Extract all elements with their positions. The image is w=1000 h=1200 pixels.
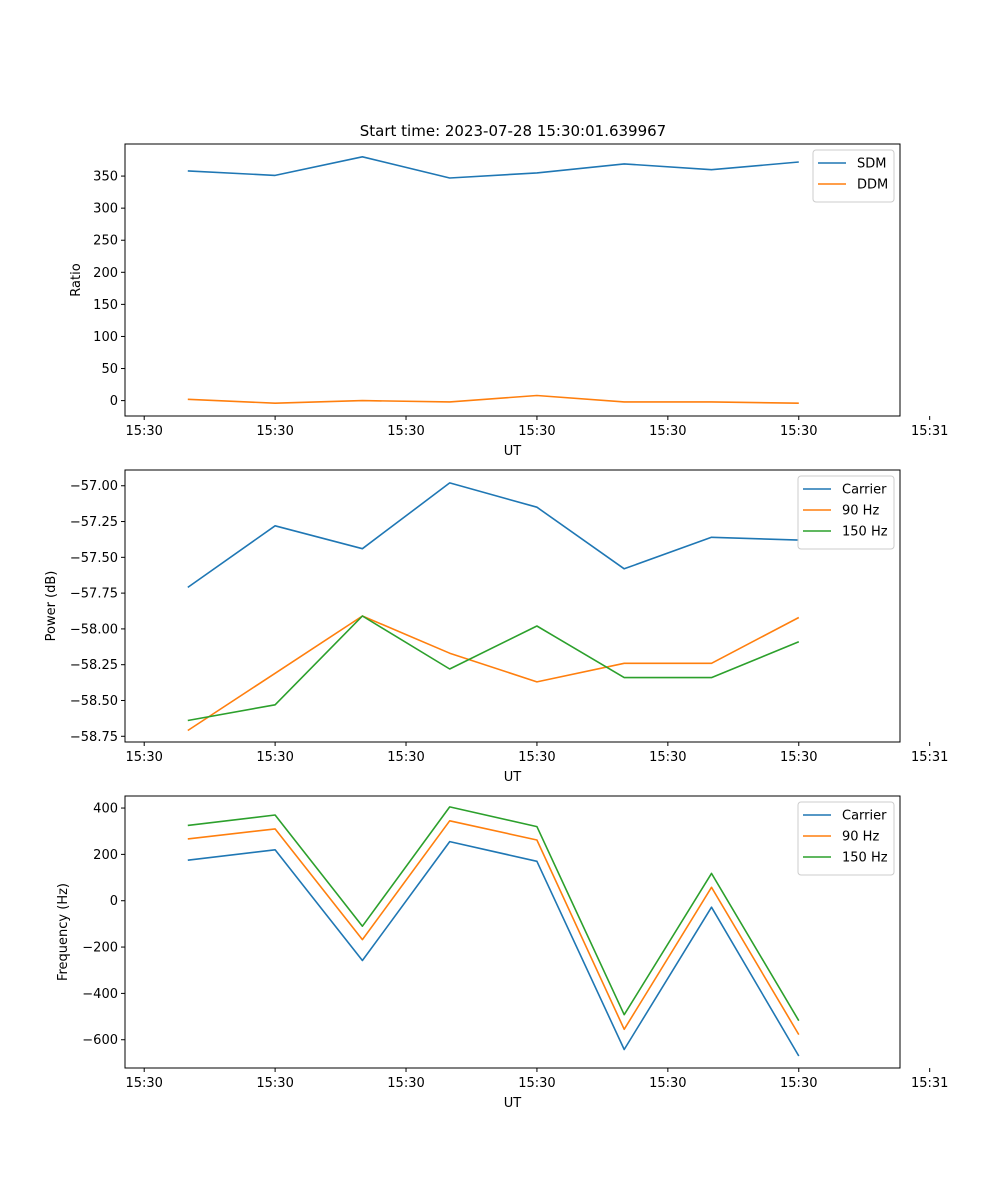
x-tick-label: 15:30 <box>256 1076 293 1091</box>
x-tick-label: 15:30 <box>125 750 162 765</box>
chart-panel-1: 15:30 15:30 15:30 15:30 15:30 15:30 15:31 0 50 10… <box>69 143 948 459</box>
legend-label: 150 Hz <box>842 851 888 866</box>
y-tick-label: −200 <box>82 941 118 956</box>
x-tick-label: 15:30 <box>518 424 555 439</box>
y-tick-label: −57.75 <box>70 587 118 602</box>
x-tick-label: 15:30 <box>780 1076 817 1091</box>
y-tick-label: −57.25 <box>70 515 118 530</box>
y-axis-label: Ratio <box>69 263 84 296</box>
y-tick-label: −400 <box>82 987 118 1002</box>
x-tick-label: 15:30 <box>125 1076 162 1091</box>
legend-label: DDM <box>857 178 888 193</box>
series-line-carrier <box>187 840 800 1057</box>
series-line-150-hz <box>187 615 800 722</box>
x-tick-label: 15:30 <box>780 424 817 439</box>
x-axis-label: UT <box>504 444 522 459</box>
y-tick-label: 150 <box>93 298 118 313</box>
y-tick-label: 50 <box>101 362 118 377</box>
y-tick-label: −58.50 <box>70 694 118 709</box>
axes-frame <box>124 469 901 743</box>
figure-title: Start time: 2023-07-28 15:30:01.639967 <box>360 122 666 140</box>
x-tick-label: 15:31 <box>911 424 948 439</box>
y-tick-label: 350 <box>93 170 118 185</box>
series-line-sdm <box>187 156 799 179</box>
y-tick-label: −58.25 <box>70 658 118 673</box>
y-tick-label: 0 <box>110 394 118 409</box>
y-tick-label: −57.50 <box>70 551 118 566</box>
y-tick-label: −58.00 <box>70 622 118 637</box>
y-tick-label: 400 <box>93 802 118 817</box>
legend-label: Carrier <box>842 483 887 498</box>
legend: Carrier 90 Hz 150 Hz <box>797 475 895 550</box>
legend-label: 90 Hz <box>842 830 879 845</box>
chart-panels: 15:30 15:30 15:30 15:30 15:30 15:30 15:31 0 50 10… <box>44 143 948 1111</box>
y-tick-label: 300 <box>93 202 118 217</box>
x-tick-label: 15:30 <box>387 750 424 765</box>
chart-panel-3: 15:30 15:30 15:30 15:30 15:30 15:30 15:31 −600 −… <box>56 795 948 1111</box>
axes-frame <box>124 795 901 1069</box>
x-tick-label: 15:30 <box>387 424 424 439</box>
series-line-carrier <box>187 482 799 589</box>
x-tick-label: 15:30 <box>387 1076 424 1091</box>
x-tick-label: 15:31 <box>911 1076 948 1091</box>
x-tick-label: 15:30 <box>125 424 162 439</box>
x-tick-label: 15:30 <box>649 1076 686 1091</box>
y-tick-label: 200 <box>93 848 118 863</box>
x-tick-label: 15:31 <box>911 750 948 765</box>
legend-label: 150 Hz <box>842 525 888 540</box>
x-tick-label: 15:30 <box>518 750 555 765</box>
x-tick-label: 15:30 <box>780 750 817 765</box>
x-tick-label: 15:30 <box>649 750 686 765</box>
x-tick-label: 15:30 <box>649 424 686 439</box>
axes-frame <box>124 143 901 417</box>
y-tick-label: 100 <box>93 330 118 345</box>
y-tick-label: −600 <box>82 1033 118 1048</box>
y-axis-label: Power (dB) <box>44 571 59 642</box>
y-tick-label: −57.00 <box>70 479 118 494</box>
series-line-90-hz <box>187 615 800 732</box>
chart-panel-2: 15:30 15:30 15:30 15:30 15:30 15:30 15:31 −58.7… <box>44 469 948 785</box>
y-tick-label: 0 <box>110 894 118 909</box>
legend-label: SDM <box>857 157 886 172</box>
x-tick-label: 15:30 <box>256 424 293 439</box>
series-line-90-hz <box>187 819 800 1036</box>
x-axis-label: UT <box>504 770 522 785</box>
x-tick-label: 15:30 <box>518 1076 555 1091</box>
y-tick-label: −58.75 <box>70 730 118 745</box>
y-tick-label: 200 <box>93 266 118 281</box>
series-line-ddm <box>187 394 799 405</box>
y-tick-label: 250 <box>93 234 118 249</box>
x-axis-label: UT <box>504 1096 522 1111</box>
legend: SDM DDM <box>812 149 895 203</box>
y-axis-label: Frequency (Hz) <box>56 883 71 981</box>
x-tick-label: 15:30 <box>256 750 293 765</box>
legend-label: 90 Hz <box>842 504 879 519</box>
legend: Carrier 90 Hz 150 Hz <box>797 801 895 876</box>
legend-label: Carrier <box>842 809 887 824</box>
series-line-150-hz <box>187 806 800 1022</box>
